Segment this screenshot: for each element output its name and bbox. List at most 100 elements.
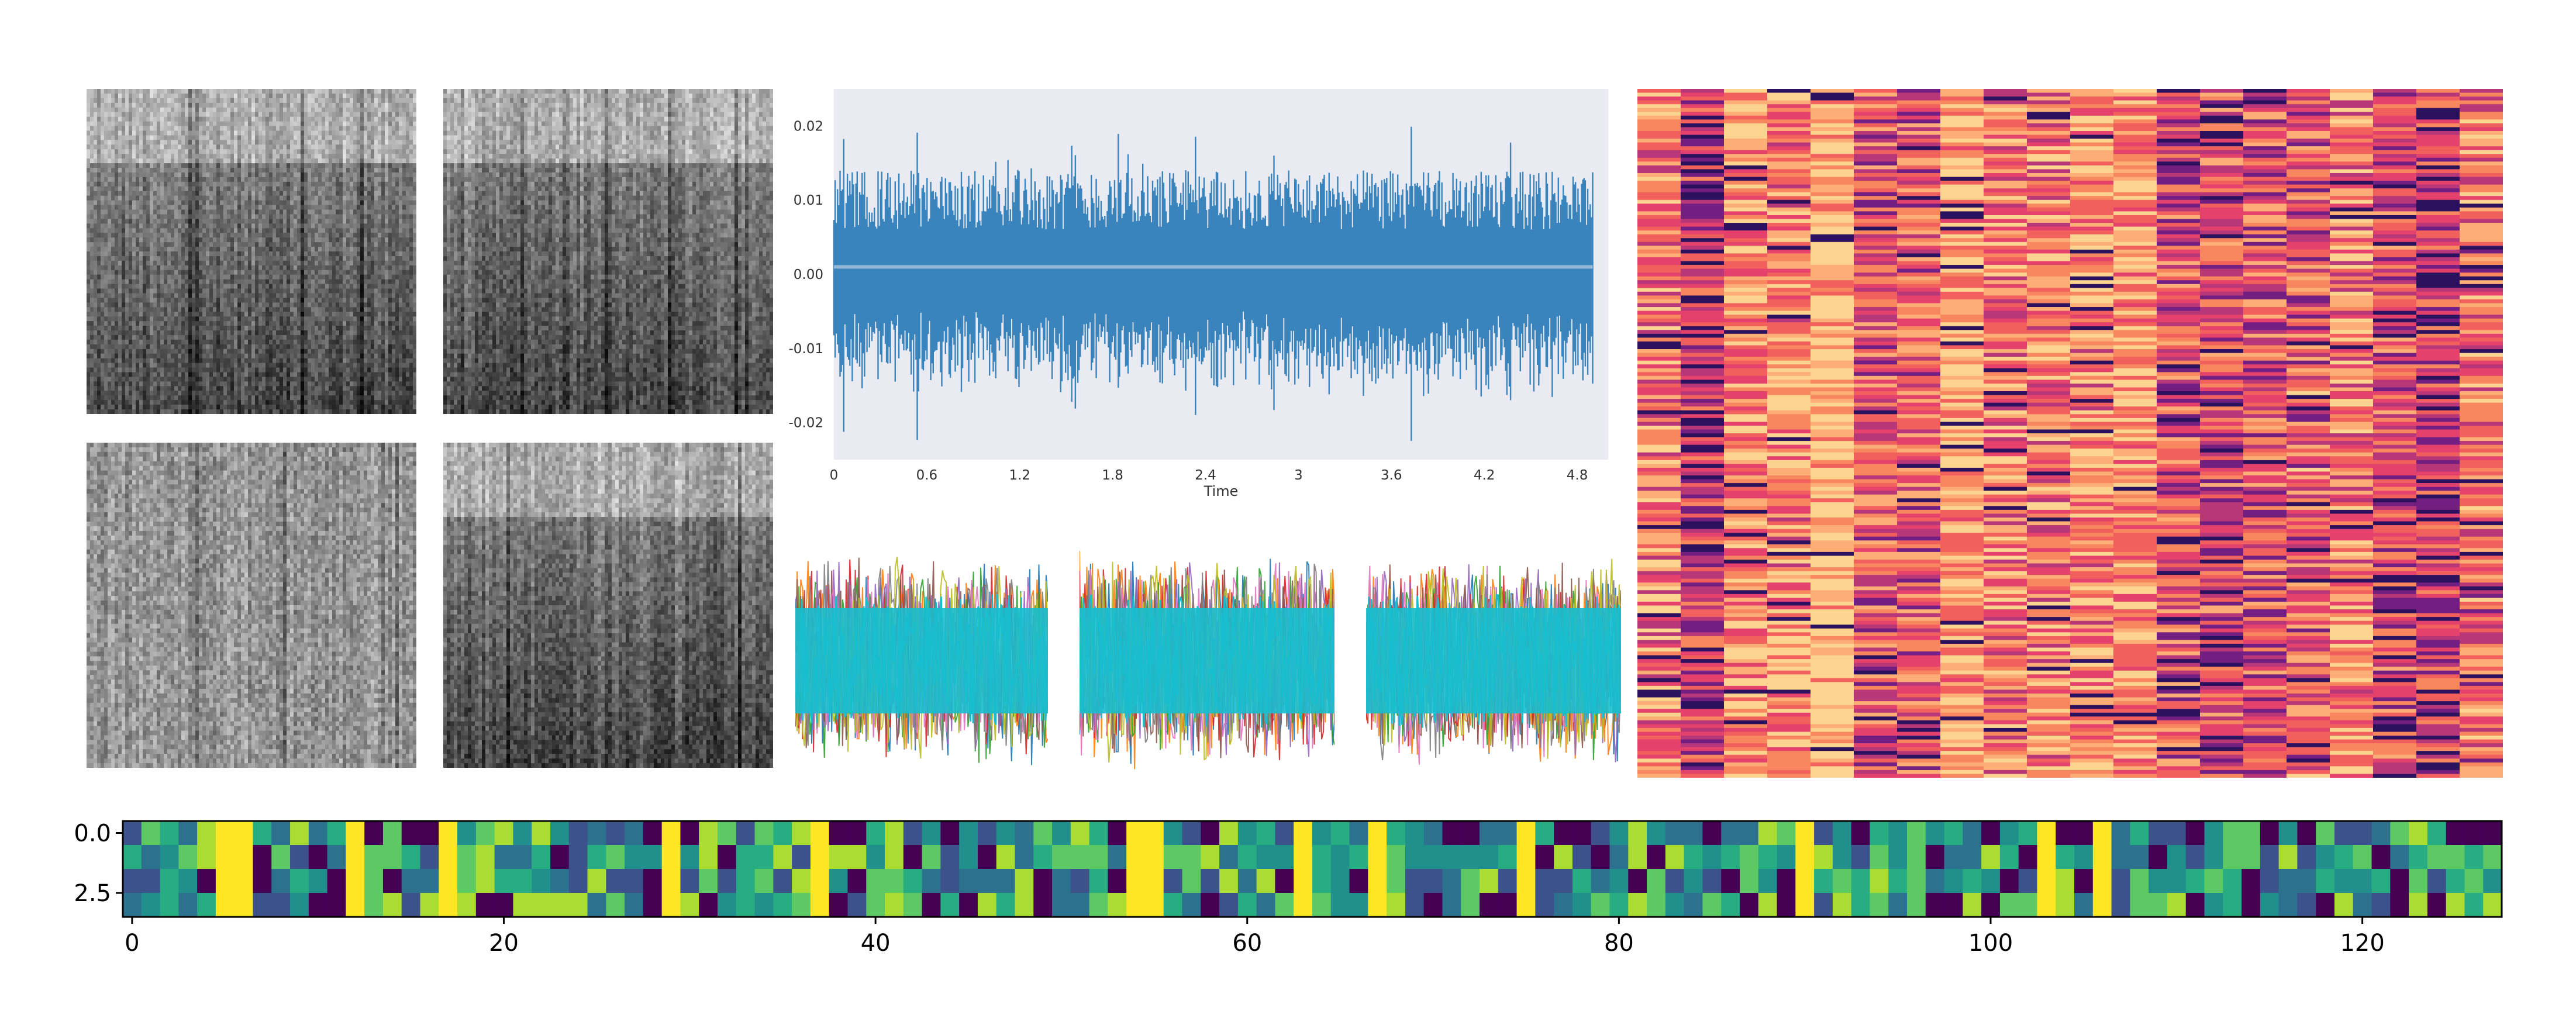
spectrogram-cell — [90, 228, 94, 233]
spectrogram-cell — [125, 186, 129, 192]
spectrogram-cell — [318, 265, 322, 271]
spectrogram-cell — [325, 242, 329, 247]
spectrogram-cell — [223, 98, 227, 104]
spectrogram-cell — [283, 209, 287, 215]
spectrogram-cell — [262, 144, 266, 150]
spectrogram-cell — [388, 302, 392, 308]
spectrogram-cell — [308, 316, 312, 322]
spectrogram-cell — [143, 298, 147, 303]
spectrogram-cell — [171, 219, 175, 224]
spectrogram-cell — [283, 140, 287, 145]
spectrogram-cell — [399, 209, 403, 215]
spectrogram-cell — [248, 195, 252, 201]
spectrogram-cell — [213, 274, 217, 280]
spectrogram-cell — [367, 260, 371, 266]
spectrogram-cell — [339, 298, 343, 303]
spectrogram-cell — [195, 209, 199, 215]
spectrogram-cell — [346, 265, 350, 271]
spectrogram-cell — [216, 223, 220, 229]
spectrogram-cell — [276, 135, 280, 140]
spectrogram-cell — [360, 302, 364, 308]
spectrogram-cell — [346, 316, 350, 322]
spectrogram-cell — [290, 307, 294, 312]
spectrogram-cell — [402, 209, 406, 215]
spectrogram-cell — [311, 121, 315, 127]
spectrogram-cell — [395, 274, 399, 280]
spectrogram-cell — [87, 144, 91, 150]
spectrogram-cell — [283, 247, 287, 252]
spectrogram-cell — [265, 191, 270, 196]
spectrogram-cell — [301, 284, 305, 289]
spectrogram-cell — [399, 321, 403, 326]
spectrogram-cell — [241, 112, 245, 118]
spectrogram-cell — [216, 237, 220, 243]
spectrogram-cell — [251, 154, 256, 159]
spectrogram-cell — [178, 288, 182, 294]
spectrogram-cell — [97, 312, 101, 317]
spectrogram-cell — [125, 330, 129, 336]
spectrogram-cell — [251, 251, 256, 257]
spectrogram-cell — [192, 288, 196, 294]
spectrogram-cell — [146, 242, 150, 247]
spectrogram-cell — [97, 233, 101, 238]
spectrogram-cell — [413, 126, 416, 132]
spectrogram-cell — [392, 270, 396, 275]
spectrogram-cell — [129, 330, 133, 336]
spectrogram-cell — [230, 154, 235, 159]
spectrogram-cell — [381, 135, 385, 140]
spectrogram-cell — [385, 247, 389, 252]
spectrogram-cell — [181, 163, 185, 168]
spectrogram-cell — [157, 172, 161, 178]
spectrogram-cell — [304, 112, 308, 118]
spectrogram-cell — [318, 186, 322, 192]
spectrogram-cell — [167, 233, 171, 238]
spectrogram-cell — [255, 168, 259, 173]
spectrogram-cell — [244, 144, 249, 150]
spectrogram-cell — [322, 158, 326, 164]
spectrogram-cell — [297, 191, 301, 196]
spectrogram-cell — [90, 163, 94, 168]
spectrogram-cell — [402, 149, 406, 154]
spectrogram-cell — [90, 89, 94, 94]
spectrogram-cell — [188, 307, 192, 312]
spectrogram-cell — [318, 107, 322, 113]
spectrogram-cell — [402, 321, 406, 326]
spectrogram-cell — [388, 219, 392, 224]
spectrogram-cell — [329, 130, 333, 136]
spectrogram-cell — [234, 316, 238, 322]
spectrogram-cell — [406, 242, 410, 247]
spectrogram-cell — [251, 121, 256, 127]
spectrogram-cell — [223, 181, 227, 187]
spectrogram-cell — [329, 163, 333, 168]
spectrogram-cell — [185, 102, 189, 108]
spectrogram-cell — [388, 256, 392, 261]
spectrogram-cell — [132, 191, 136, 196]
spectrogram-cell — [164, 223, 168, 229]
spectrogram-cell — [129, 200, 133, 206]
spectrogram-cell — [111, 298, 115, 303]
spectrogram-cell — [139, 195, 143, 201]
spectrogram-cell — [227, 158, 231, 164]
spectrogram-cell — [336, 102, 340, 108]
spectrogram-cell — [280, 121, 284, 127]
spectrogram-cell — [374, 140, 378, 145]
spectrogram-cell — [350, 89, 354, 94]
spectrogram-cell — [167, 107, 171, 113]
spectrogram-cell — [132, 288, 136, 294]
spectrogram-cell — [311, 237, 315, 243]
spectrogram-cell — [136, 247, 140, 252]
spectrogram-cell — [364, 126, 368, 132]
spectrogram-cell — [290, 144, 294, 150]
spectrogram-cell — [220, 279, 224, 285]
spectrogram-cell — [287, 205, 291, 211]
spectrogram-cell — [262, 135, 266, 140]
spectrogram-cell — [199, 242, 203, 247]
spectrogram-cell — [367, 265, 371, 271]
spectrogram-cell — [111, 307, 115, 312]
spectrogram-cell — [294, 158, 298, 164]
spectrogram-cell — [230, 209, 235, 215]
spectrogram-cell — [181, 251, 185, 257]
spectrogram-cell — [315, 270, 319, 275]
spectrogram-cell — [185, 186, 189, 192]
spectrogram-cell — [308, 265, 312, 271]
